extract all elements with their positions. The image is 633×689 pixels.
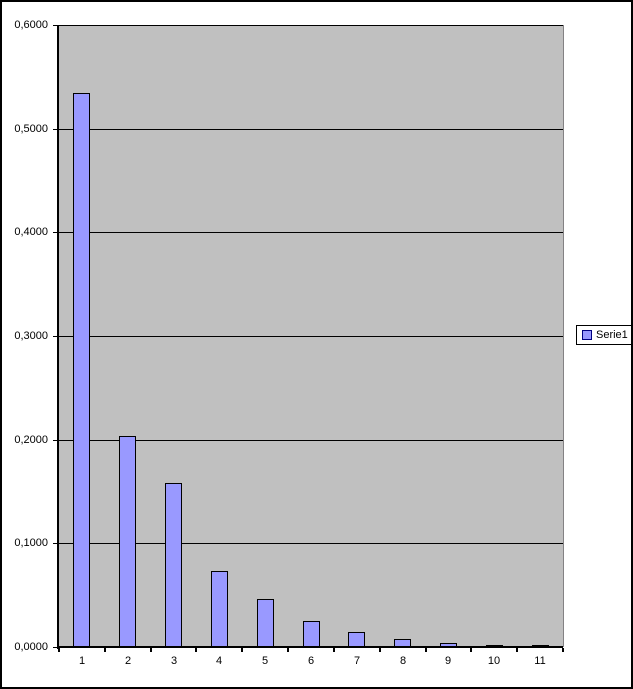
bar	[119, 436, 136, 647]
gridline	[59, 336, 563, 337]
x-axis-tick	[195, 648, 197, 652]
y-axis-tick-label: 0,0000	[14, 641, 48, 653]
x-axis-tick	[425, 648, 427, 652]
legend-marker-icon	[582, 330, 592, 340]
y-axis-tick-label: 0,2000	[14, 434, 48, 446]
x-axis-tick-label: 8	[399, 655, 407, 667]
bar	[348, 632, 365, 647]
legend-label: Serie1	[596, 329, 628, 341]
x-axis-tick	[104, 648, 106, 652]
y-axis-tick-label: 0,3000	[14, 330, 48, 342]
x-axis-tick-label: 11	[534, 655, 546, 667]
y-axis-tick	[53, 543, 59, 544]
x-axis-tick	[58, 648, 60, 652]
y-axis-tick	[53, 440, 59, 441]
y-axis-tick-label: 0,1000	[14, 537, 48, 549]
y-axis-tick-label: 0,6000	[14, 19, 48, 31]
x-axis-tick	[470, 648, 472, 652]
x-axis-tick	[287, 648, 289, 652]
bar	[211, 571, 228, 647]
y-axis-tick	[53, 25, 59, 26]
y-axis-tick	[53, 336, 59, 337]
x-axis-tick	[562, 648, 564, 652]
bar	[303, 621, 320, 647]
x-axis-tick-label: 7	[353, 655, 361, 667]
bar	[257, 599, 274, 647]
gridline	[59, 25, 563, 26]
y-axis-tick-label: 0,4000	[14, 226, 48, 238]
x-axis-tick-label: 5	[261, 655, 269, 667]
gridline	[59, 440, 563, 441]
y-axis-tick-label: 0,5000	[14, 123, 48, 135]
x-axis-line	[57, 646, 563, 648]
x-axis-tick	[379, 648, 381, 652]
x-axis-tick	[516, 648, 518, 652]
x-axis-tick-label: 3	[170, 655, 178, 667]
legend: Serie1	[576, 325, 633, 345]
x-axis-tick-label: 1	[78, 655, 86, 667]
bar	[73, 93, 90, 647]
x-axis-tick-label: 4	[215, 655, 223, 667]
y-axis-tick	[53, 129, 59, 130]
x-axis-tick-label: 9	[444, 655, 452, 667]
x-axis-tick	[150, 648, 152, 652]
x-axis-tick-label: 2	[124, 655, 132, 667]
x-axis-tick-label: 6	[307, 655, 315, 667]
gridline	[59, 129, 563, 130]
gridline	[59, 232, 563, 233]
x-axis-tick-label: 10	[487, 655, 501, 667]
y-axis-tick	[53, 647, 59, 648]
x-axis-tick	[241, 648, 243, 652]
bar	[165, 483, 182, 647]
y-axis-tick	[53, 232, 59, 233]
x-axis-tick	[333, 648, 335, 652]
y-axis-line	[57, 25, 59, 649]
gridline	[59, 543, 563, 544]
